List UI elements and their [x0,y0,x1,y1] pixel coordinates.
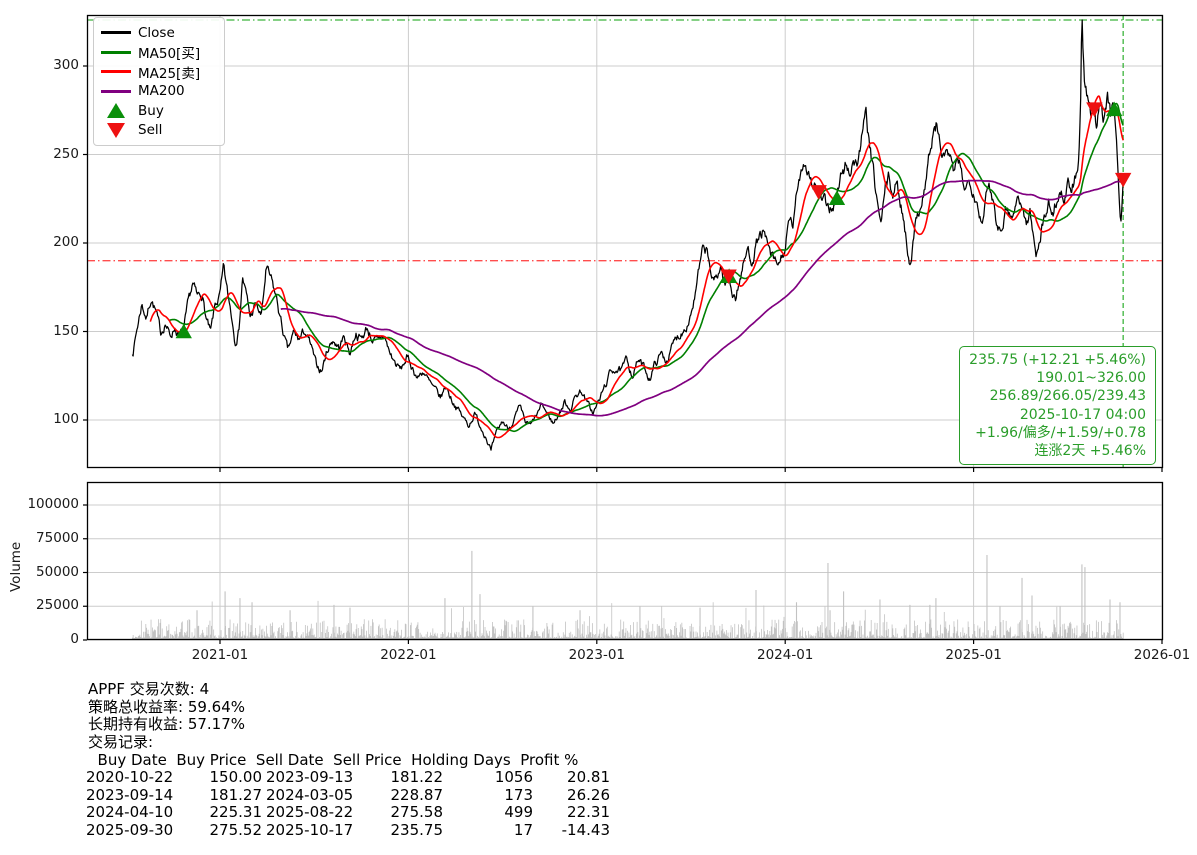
holding-days: 173 [504,785,533,804]
price-axis-tick: 150 [53,322,79,339]
legend-item-sell: Sell [101,121,217,141]
price-axis-tick: 250 [53,145,79,162]
holding-days: 499 [504,803,533,822]
profit-pct: 22.31 [567,803,610,822]
sell-price: 228.87 [390,785,444,804]
buy-price: 225.31 [209,803,263,822]
legend: Close MA50[买] MA25[卖] MA200 Buy Sell [93,17,225,146]
annotation-line: +1.96/偏多/+1.59/+0.78 [975,424,1146,441]
close-line-sample-icon [101,31,131,35]
sell-date: 2025-10-17 [266,820,354,839]
date-axis-tick: 2026-01 [1133,647,1191,663]
buy-price: 275.52 [209,820,263,839]
trade-row: 2023-09-14 181.27 2024-03-05 228.87 173 … [86,785,610,805]
sell-date: 2025-08-22 [266,803,354,822]
buy-date: 2020-10-22 [86,768,174,786]
buy-marker-icon [101,103,131,119]
buy-date: 2023-09-14 [86,785,174,804]
profit-pct: -14.43 [561,820,610,839]
strategy-return-line: 策略总收益率: 59.64% [88,697,246,716]
volume-axis-tick: 50000 [36,563,79,580]
holding-days: 1056 [494,768,533,786]
ma25-line-sample-icon [101,70,131,74]
trade-row: 2020-10-22 150.00 2023-09-13 181.22 1056… [86,768,610,787]
volume-axis-tick: 0 [70,631,79,647]
buy-date: 2025-09-30 [86,820,174,839]
date-axis-tick: 2022-01 [380,647,437,663]
sell-marker-icon [101,122,131,138]
trade-table: 2020-10-22 150.00 2023-09-13 181.22 1056… [86,768,610,840]
sell-date: 2023-09-13 [266,768,354,786]
price-axis-tick: 100 [53,411,79,427]
trade-record-title: 交易记录: [88,732,154,751]
trade-count-line: APPF 交易次数: 4 [88,680,210,698]
sell-price: 181.22 [390,768,444,786]
price-axis-tick: 300 [53,57,79,73]
hold-return-line: 长期持有收益: 57.17% [88,715,246,734]
volume-axis-tick: 25000 [36,597,79,614]
trade-row: 2024-04-10 225.31 2025-08-22 275.58 499 … [86,804,610,822]
legend-item-ma25: MA25[卖] [101,62,217,82]
buy-price: 150.00 [209,768,263,786]
volume-chart[interactable] [83,481,1164,644]
date-axis-tick: 2024-01 [756,647,814,663]
quote-annotation-box: 235.75 (+12.21 +5.46%) 190.01~326.00 256… [959,346,1156,466]
price-axis-tick: 200 [53,234,79,250]
ma50-line-sample-icon [101,50,131,54]
date-axis-tick: 2021-01 [191,647,249,663]
buy-price: 181.27 [209,785,263,804]
sell-price: 235.75 [390,820,444,839]
sell-price: 275.58 [390,803,444,822]
volume-axis-tick: 100000 [27,496,79,512]
profit-pct: 26.26 [567,785,610,804]
legend-item-ma50: MA50[买] [101,43,217,62]
sell-date: 2024-03-05 [266,785,354,804]
annotation-line: 连涨2天 +5.46% [1034,443,1146,460]
legend-item-close: Close [101,23,217,43]
date-axis-tick: 2023-01 [568,647,625,663]
annotation-line: 235.75 (+12.21 +5.46%) [969,352,1146,368]
trade-table-header: Buy Date Buy Price Sell Date Sell Price … [88,751,579,769]
strategy-stats: APPF 交易次数: 4 策略总收益率: 59.64% 长期持有收益: 57.1… [88,680,246,751]
holding-days: 17 [513,820,533,839]
volume-axis-label: Volume [8,541,24,592]
annotation-line: 190.01~326.00 [1036,370,1146,387]
annotation-line: 256.89/266.05/239.43 [989,388,1146,405]
date-axis-tick: 2025-01 [945,647,1002,663]
legend-item-buy: Buy [101,101,217,121]
profit-pct: 20.81 [567,768,610,786]
legend-item-ma200: MA200 [101,82,217,102]
volume-axis-tick: 75000 [36,529,79,546]
buy-date: 2024-04-10 [86,803,174,822]
trade-row: 2025-09-30 275.52 2025-10-17 235.75 17 -… [86,820,610,840]
ma200-line-sample-icon [101,89,131,93]
annotation-line: 2025-10-17 04:00 [1019,406,1146,423]
